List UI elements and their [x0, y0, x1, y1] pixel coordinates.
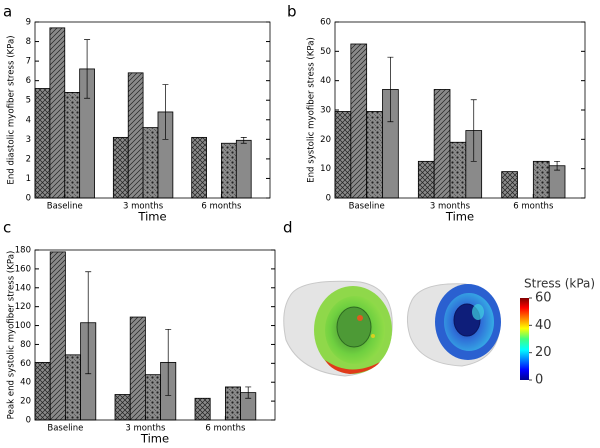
y-tick-label: 1	[26, 174, 31, 184]
error-bar	[554, 160, 561, 171]
y-tick-label: 2	[26, 154, 31, 164]
bar	[129, 316, 146, 421]
colorbar-tick-label: 0	[535, 373, 543, 388]
bar	[501, 171, 518, 199]
y-tick-label: 5	[26, 96, 31, 106]
bar	[64, 92, 81, 199]
y-tick-label: 40	[320, 76, 331, 86]
y-axis-label: End systolic myofiber stress (KPa)	[307, 37, 317, 183]
bar	[49, 27, 66, 199]
y-tick-label: 0	[26, 416, 31, 426]
bar	[433, 89, 451, 199]
bar	[49, 251, 66, 421]
x-tick-label: 3 months	[430, 202, 471, 212]
x-tick-label: Baseline	[47, 424, 83, 434]
y-tick-label: 6	[26, 76, 31, 86]
error-bar	[240, 137, 247, 144]
error-bar	[245, 386, 252, 399]
bar	[34, 361, 51, 421]
colorbar-tick-label: 60	[535, 291, 552, 306]
bar	[366, 111, 383, 199]
x-axis-label: Time	[445, 210, 474, 224]
bar	[350, 43, 368, 199]
bar	[221, 142, 237, 199]
panel-label: d	[283, 219, 293, 237]
x-tick-label: Baseline	[349, 202, 385, 212]
y-tick-label: 30	[320, 106, 331, 116]
heart-images	[283, 280, 501, 377]
axes-frame	[34, 21, 271, 199]
error-bar	[387, 56, 394, 123]
axes-frame	[34, 249, 276, 421]
x-tick-label: 6 months	[201, 202, 242, 212]
y-tick-label: 140	[15, 283, 31, 293]
y-tick-label: 8	[26, 37, 31, 47]
bar	[449, 141, 467, 199]
y-tick-label: 7	[26, 57, 31, 67]
bar	[224, 386, 241, 421]
bar	[191, 136, 207, 199]
error-bar	[470, 99, 477, 162]
colorbar	[520, 298, 529, 380]
error-bar	[85, 271, 92, 375]
x-axis-label: Time	[140, 432, 169, 446]
y-tick-label: 0	[326, 194, 331, 204]
y-tick-label: 80	[20, 340, 31, 350]
error-bar	[165, 328, 172, 396]
panel-label: a	[3, 3, 12, 21]
bar	[334, 111, 352, 199]
error-bar	[162, 84, 169, 140]
bar	[235, 139, 252, 199]
x-tick-label: 6 months	[513, 202, 554, 212]
colorbar-tick-label: 20	[535, 345, 552, 360]
y-tick-label: 20	[320, 135, 331, 145]
x-tick-label: Baseline	[47, 202, 83, 212]
y-tick-label: 60	[20, 359, 31, 369]
y-tick-label: 160	[15, 264, 31, 274]
error-bar	[84, 39, 91, 99]
bar	[144, 374, 161, 421]
y-tick-label: 50	[320, 47, 331, 57]
panel-label: b	[287, 3, 297, 21]
bar	[417, 160, 435, 199]
y-tick-label: 100	[15, 321, 31, 331]
bar	[112, 136, 129, 199]
y-tick-label: 9	[26, 18, 31, 28]
bar	[194, 397, 211, 421]
bar	[34, 88, 51, 199]
bar	[65, 354, 82, 421]
colorbar-label: Stress (kPa)	[524, 277, 595, 291]
x-tick-label: 6 months	[205, 424, 246, 434]
axes-frame	[334, 21, 586, 199]
bar	[127, 72, 144, 199]
y-tick-label: 180	[15, 246, 31, 256]
bar	[548, 165, 566, 199]
bar	[142, 127, 159, 199]
y-tick-label: 3	[26, 135, 31, 145]
bar	[532, 160, 550, 199]
y-tick-label: 0	[26, 194, 31, 204]
y-axis-label: Peak end systolic myofiber stress (KPa)	[7, 251, 17, 420]
y-tick-label: 10	[320, 164, 331, 174]
y-tick-label: 20	[20, 397, 31, 407]
colorbar-tick-label: 40	[535, 318, 552, 333]
y-tick-label: 60	[320, 18, 331, 28]
x-tick-label: 3 months	[125, 424, 166, 434]
y-tick-label: 120	[15, 302, 31, 312]
y-axis-label: End diastolic myofiber stress (KPa)	[7, 35, 17, 184]
y-tick-label: 40	[20, 378, 31, 388]
x-axis-label: Time	[137, 210, 166, 224]
x-tick-label: 3 months	[123, 202, 164, 212]
bar	[114, 394, 131, 421]
y-tick-label: 4	[26, 115, 31, 125]
panel-label: c	[3, 219, 11, 237]
